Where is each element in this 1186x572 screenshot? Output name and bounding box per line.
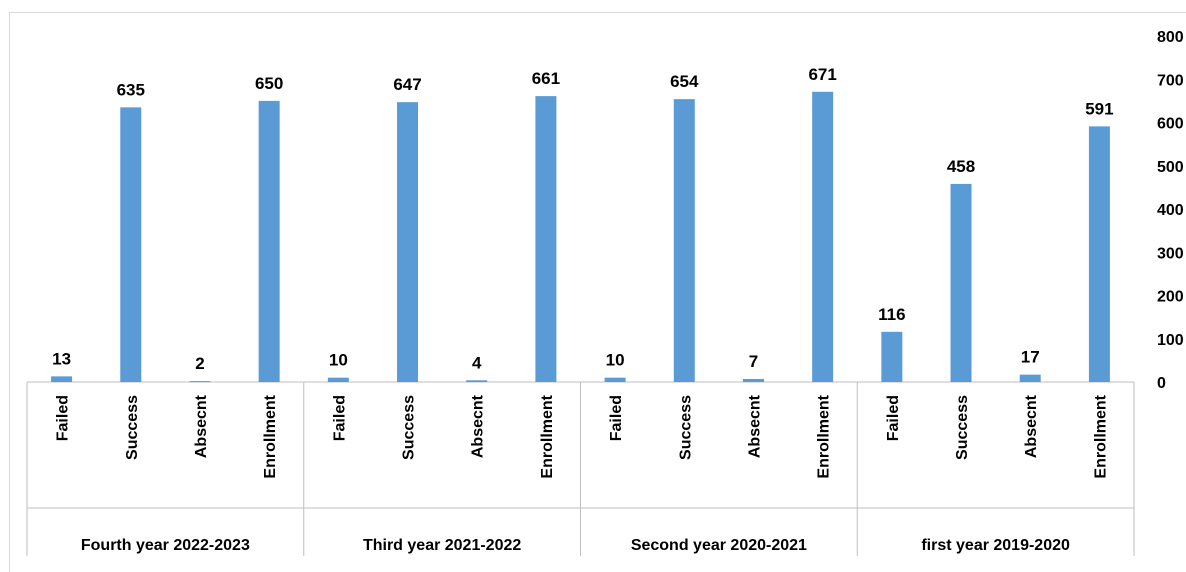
category-label: Enrollment: [816, 394, 833, 478]
bar: [397, 102, 419, 383]
data-label: 650: [255, 74, 283, 93]
data-label: 591: [1085, 99, 1113, 118]
group-label: Third year 2021-2022: [363, 537, 521, 554]
group-label: Second year 2020-2021: [631, 537, 807, 554]
y-tick-label: 0: [1157, 375, 1166, 392]
data-label: 116: [878, 305, 905, 324]
bar: [120, 107, 142, 383]
category-label: Success: [401, 395, 418, 460]
bar: [466, 380, 488, 382]
category-label: Absecnt: [193, 394, 210, 458]
bar: [51, 376, 73, 382]
bar: [950, 183, 972, 382]
y-tick-label: 300: [1157, 245, 1184, 262]
group-label: first year 2019-2020: [921, 537, 1070, 554]
bar: [535, 96, 557, 383]
category-label: Failed: [55, 395, 72, 441]
bar: [812, 91, 834, 382]
y-tick-label: 200: [1157, 289, 1184, 306]
data-label: 2: [195, 354, 204, 373]
y-tick-label: 700: [1157, 72, 1184, 89]
category-label: Absecnt: [1023, 394, 1040, 458]
category-label: Success: [954, 395, 971, 460]
bar: [742, 378, 764, 382]
bar: [258, 100, 280, 382]
category-label: Failed: [885, 395, 902, 441]
data-label: 10: [606, 351, 625, 370]
data-label: 635: [117, 80, 145, 99]
bar: [673, 99, 695, 383]
chart-frame: [9, 12, 1186, 572]
category-label: Absecnt: [746, 394, 763, 458]
bar: [1019, 374, 1041, 382]
bar: [327, 377, 349, 382]
y-tick-label: 600: [1157, 116, 1184, 133]
bar: [1088, 126, 1110, 382]
category-label: Enrollment: [1092, 394, 1109, 478]
y-tick-label: 800: [1157, 29, 1184, 46]
data-label: 458: [947, 157, 975, 176]
data-label: 17: [1021, 348, 1040, 367]
bar: [604, 377, 626, 382]
category-label: Absecnt: [470, 394, 487, 458]
y-tick-label: 100: [1157, 332, 1184, 349]
category-label: Success: [677, 395, 694, 460]
group-label: Fourth year 2022-2023: [81, 537, 250, 554]
y-tick-label: 400: [1157, 202, 1184, 219]
data-label: 661: [532, 69, 560, 88]
category-label: Failed: [331, 395, 348, 441]
category-label: Enrollment: [539, 394, 556, 478]
data-label: 671: [808, 65, 836, 84]
data-label: 13: [52, 349, 71, 368]
data-label: 4: [472, 353, 482, 372]
category-label: Failed: [608, 395, 625, 441]
data-label: 654: [670, 72, 699, 91]
category-label: Success: [124, 395, 141, 460]
category-label: Enrollment: [262, 394, 279, 478]
bar: [189, 381, 211, 383]
bar-chart: 0 100 200 300 400 500 600 700 800 13 Failed 635 Succ…: [26, 29, 1184, 556]
y-tick-label: 500: [1157, 159, 1184, 176]
bar: [881, 331, 903, 382]
data-label: 10: [329, 351, 348, 370]
data-label: 7: [749, 352, 758, 371]
data-label: 647: [393, 75, 421, 94]
